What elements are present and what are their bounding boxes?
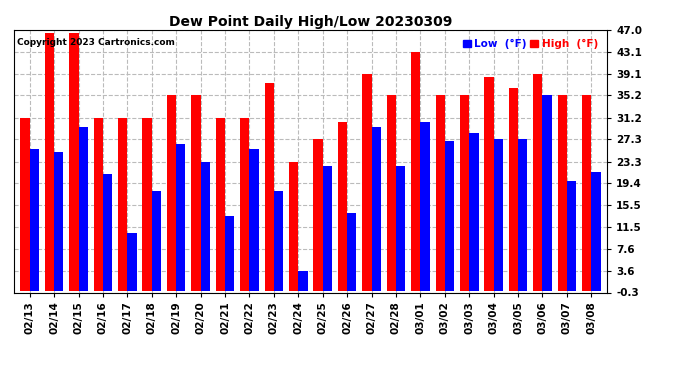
Bar [54,152,63,291]
Bar [274,191,283,291]
Bar [240,118,250,291]
Bar [250,149,259,291]
Bar [128,232,137,291]
Bar [176,144,186,291]
Bar [143,118,152,291]
Bar [201,162,210,291]
Bar [591,171,600,291]
Bar [313,140,323,291]
Bar [445,141,454,291]
Bar [542,96,552,291]
Bar [167,96,176,291]
Bar [567,181,576,291]
Bar [264,83,274,291]
Bar [79,127,88,291]
Bar [94,118,103,291]
Bar [45,33,54,291]
Bar [191,96,201,291]
Bar [216,118,225,291]
Bar [518,140,527,291]
Bar [484,77,493,291]
Bar [225,216,235,291]
Bar [289,162,298,291]
Bar [362,74,371,291]
Bar [435,96,445,291]
Bar [469,133,478,291]
Bar [118,118,128,291]
Bar [103,174,112,291]
Bar [493,140,503,291]
Bar [69,33,79,291]
Bar [298,271,308,291]
Bar [338,122,347,291]
Title: Dew Point Daily High/Low 20230309: Dew Point Daily High/Low 20230309 [169,15,452,29]
Bar [460,96,469,291]
Legend: Low  (°F), High  (°F): Low (°F), High (°F) [459,35,602,54]
Bar [582,96,591,291]
Bar [371,127,381,291]
Bar [420,122,430,291]
Bar [152,191,161,291]
Bar [509,88,518,291]
Bar [396,166,405,291]
Bar [21,118,30,291]
Bar [30,149,39,291]
Bar [533,74,542,291]
Bar [386,96,396,291]
Bar [558,96,567,291]
Bar [411,52,420,291]
Bar [323,166,332,291]
Bar [347,213,357,291]
Text: Copyright 2023 Cartronics.com: Copyright 2023 Cartronics.com [17,38,175,47]
